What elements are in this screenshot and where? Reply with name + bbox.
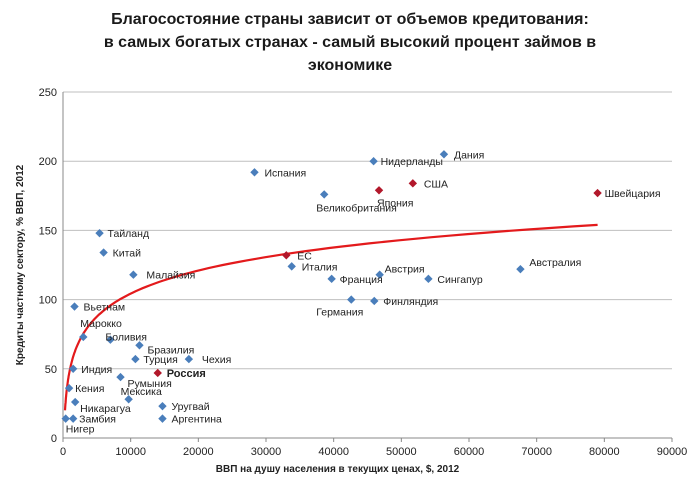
y-tick-label: 100 (39, 295, 57, 307)
data-label: Турция (143, 354, 177, 366)
data-label: Бразилия (147, 344, 194, 356)
data-point (79, 332, 88, 342)
data-label: Дания (454, 149, 484, 161)
data-label: Тайланд (108, 228, 150, 240)
data-point (516, 264, 525, 274)
data-point (61, 414, 70, 423)
x-tick-label: 20000 (183, 446, 214, 458)
x-axis-title: ВВП на душу населения в текущих ценах, $… (216, 464, 460, 475)
data-point (158, 414, 167, 423)
data-label: Япония (377, 197, 413, 209)
data-point (374, 186, 384, 195)
data-label: Аргентина (171, 414, 222, 426)
data-point (370, 296, 379, 306)
trend-layer (63, 223, 598, 411)
data-label: Мексика (121, 386, 162, 398)
chart-title-line-2: в самых богатых странах - самый высокий … (103, 34, 597, 51)
y-axis-title: Кредиты частному сектору, % ВВП, 2012 (15, 164, 26, 365)
data-point (287, 262, 296, 271)
x-tick-label: 70000 (521, 446, 552, 458)
data-point (424, 274, 433, 284)
data-label: США (424, 178, 448, 190)
data-label: Малайзия (146, 270, 195, 282)
data-label: Австралия (529, 257, 581, 269)
point-layer (61, 150, 602, 423)
data-label: Индия (81, 364, 112, 376)
data-label: Россия (167, 368, 206, 380)
data-label: Великобритания (316, 202, 397, 214)
data-label: ЕС (297, 250, 312, 262)
data-point (106, 335, 115, 344)
data-point (124, 395, 133, 404)
data-label: Уругвай (171, 401, 209, 413)
axis-layer: 0 50 100 150 200 250 0 10000 20000 30000 40000 5000… (39, 87, 688, 458)
x-tick-label: 0 (60, 446, 66, 458)
chart-title-line-1: Благосостояние страны зависит от объемов… (111, 11, 589, 28)
data-point (68, 364, 78, 373)
data-label: Марокко (80, 318, 122, 330)
data-label: Нидерланды (381, 156, 443, 168)
x-tick-label: 60000 (454, 446, 485, 458)
data-label: Сингапур (437, 274, 483, 286)
data-point (250, 168, 259, 177)
data-label: Нигер (66, 424, 95, 436)
data-label: Франция (340, 274, 383, 286)
data-label: Австрия (385, 264, 425, 276)
y-tick-label: 150 (39, 225, 57, 237)
data-point (95, 228, 104, 238)
data-point (369, 157, 378, 166)
data-label: Испания (264, 167, 306, 179)
x-tick-label: 10000 (115, 446, 146, 458)
data-label: Вьетнам (84, 302, 126, 314)
data-point (153, 368, 162, 378)
data-label: Замбия (79, 414, 116, 426)
x-tick-label: 90000 (657, 446, 688, 458)
data-point (135, 341, 144, 350)
grid-layer (63, 91, 672, 370)
data-label: Китай (113, 248, 142, 260)
data-point (70, 397, 80, 407)
data-point (593, 188, 602, 198)
data-label: Никарагуа (80, 403, 131, 415)
data-point (282, 251, 291, 260)
y-tick-label: 250 (39, 87, 57, 99)
data-point (184, 354, 194, 364)
data-point (319, 190, 329, 199)
x-tick-label: 80000 (589, 446, 620, 458)
chart-title: Благосостояние страны зависит от объемов… (0, 8, 700, 77)
data-label: Италия (302, 261, 338, 273)
data-label: Финляндия (383, 296, 438, 308)
data-point (70, 302, 79, 311)
data-label: Швейцария (605, 188, 661, 200)
x-tick-label: 50000 (386, 446, 417, 458)
data-point (158, 401, 167, 411)
chart-title-line-3: экономике (307, 57, 393, 74)
data-point (347, 295, 356, 304)
data-point (131, 354, 140, 364)
data-point (116, 372, 125, 382)
y-tick-label: 50 (45, 364, 57, 376)
data-point (439, 150, 449, 159)
data-point (327, 274, 336, 284)
data-label: Кения (75, 383, 104, 395)
data-point (375, 270, 384, 279)
data-label: Чехия (202, 354, 231, 366)
y-tick-label: 0 (51, 433, 57, 445)
data-label: Германия (316, 307, 363, 319)
data-label: Румыния (128, 378, 172, 390)
trend-line (63, 223, 598, 411)
x-tick-label: 30000 (251, 446, 282, 458)
data-point (64, 383, 74, 393)
data-point (99, 248, 108, 257)
data-label: Боливия (105, 332, 147, 344)
data-point (129, 270, 138, 279)
x-tick-label: 40000 (318, 446, 349, 458)
data-point (68, 414, 78, 423)
y-tick-label: 200 (39, 156, 57, 168)
data-point (408, 179, 418, 188)
